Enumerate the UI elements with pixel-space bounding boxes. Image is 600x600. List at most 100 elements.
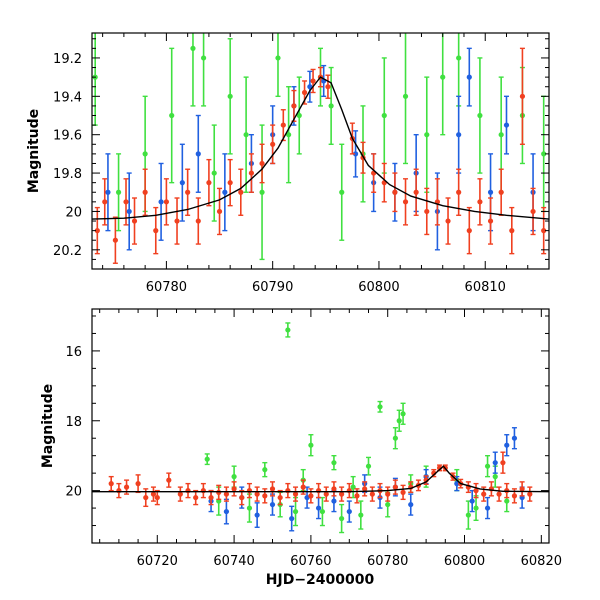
- bottom-marker-2-26: [315, 488, 322, 494]
- top-marker-2-23: [325, 84, 331, 90]
- bottom-y-tick-label-2: 20: [65, 485, 82, 500]
- bottom-marker-2-10: [193, 494, 199, 501]
- bottom-marker-2-1: [116, 488, 122, 494]
- bottom-marker-0-3: [246, 505, 253, 511]
- bottom-x-tick-label-0: 60720: [137, 554, 178, 569]
- top-x-tick-label-0: 60780: [146, 280, 187, 295]
- top-point-2-10: [195, 197, 201, 245]
- top-marker-2-30: [413, 189, 419, 195]
- bottom-point-1-13: [408, 493, 414, 516]
- top-marker-2-10: [195, 218, 201, 224]
- top-marker-2-5: [142, 189, 148, 195]
- bottom-marker-2-2: [123, 484, 130, 490]
- bottom-point-2-25: [308, 488, 314, 504]
- bottom-marker-1-3: [254, 512, 260, 518]
- bottom-point-2-22: [285, 482, 291, 499]
- bottom-marker-1-1: [223, 508, 230, 515]
- top-marker-2-14: [238, 189, 244, 195]
- top-point-2-7: [163, 178, 169, 226]
- bottom-marker-2-27: [323, 491, 329, 497]
- bottom-marker-2-54: [519, 486, 525, 492]
- top-marker-2-34: [456, 189, 462, 195]
- top-point-0-1: [115, 153, 122, 232]
- bottom-panel-frame: [91, 308, 550, 544]
- bottom-point-2-54: [519, 481, 525, 497]
- bottom-marker-0-27: [492, 474, 498, 480]
- top-marker-0-9: [259, 189, 265, 195]
- bottom-point-0-20: [400, 402, 406, 425]
- top-point-2-41: [530, 187, 536, 236]
- top-point-2-31: [424, 187, 430, 236]
- bottom-marker-1-7: [315, 505, 322, 511]
- bottom-marker-1-20: [511, 435, 518, 441]
- bottom-point-1-20: [511, 427, 518, 450]
- bottom-marker-1-15: [454, 481, 460, 487]
- bottom-point-0-12: [339, 503, 345, 534]
- bottom-point-0-18: [392, 427, 398, 450]
- bottom-point-1-19: [504, 434, 510, 457]
- top-marker-2-4: [131, 218, 138, 224]
- bottom-marker-2-11: [200, 488, 206, 494]
- top-x-tick-label-2: 60800: [358, 280, 399, 295]
- top-marker-2-29: [402, 199, 409, 205]
- bottom-marker-2-29: [339, 491, 345, 497]
- bottom-point-2-18: [254, 486, 260, 502]
- bottom-point-1-15: [454, 475, 460, 492]
- bottom-marker-2-28: [331, 486, 337, 492]
- top-point-1-1: [126, 172, 132, 251]
- top-marker-1-18: [487, 189, 494, 195]
- bottom-point-2-53: [511, 488, 518, 504]
- bottom-marker-0-28: [504, 498, 510, 504]
- bottom-marker-2-5: [150, 491, 157, 497]
- top-marker-2-21: [310, 78, 316, 84]
- bottom-marker-0-4: [262, 467, 268, 473]
- top-point-2-32: [434, 178, 441, 226]
- top-marker-2-35: [466, 228, 472, 234]
- bottom-point-0-19: [396, 409, 402, 432]
- top-point-2-19: [291, 89, 297, 122]
- bottom-panel-data-layer: [92, 322, 549, 534]
- bottom-marker-2-36: [392, 484, 398, 490]
- top-point-2-40: [519, 47, 526, 145]
- top-point-2-11: [206, 158, 212, 207]
- bottom-point-2-33: [369, 486, 375, 502]
- top-marker-1-3: [179, 180, 185, 186]
- bottom-marker-2-3: [135, 481, 141, 487]
- bottom-point-2-6: [154, 489, 160, 506]
- bottom-marker-0-2: [231, 474, 237, 480]
- top-marker-2-3: [123, 199, 129, 205]
- bottom-marker-2-55: [527, 491, 533, 497]
- bottom-marker-2-47: [473, 488, 479, 494]
- bottom-x-tick-label-1: 60740: [213, 554, 254, 569]
- top-y-tick-label-5: 20.2: [53, 244, 82, 259]
- top-marker-2-37: [487, 218, 494, 224]
- bottom-marker-0-14: [358, 512, 364, 518]
- bottom-marker-2-4: [143, 494, 149, 501]
- top-marker-2-36: [477, 199, 483, 205]
- top-y-tick-label-0: 19.2: [53, 52, 82, 67]
- bottom-point-2-36: [392, 479, 398, 495]
- top-marker-2-41: [530, 208, 536, 215]
- bottom-marker-2-23: [292, 491, 299, 497]
- bottom-point-2-38: [408, 481, 414, 494]
- top-marker-0-25: [541, 151, 547, 157]
- top-point-0-8: [243, 76, 249, 193]
- bottom-point-0-16: [377, 400, 383, 413]
- bottom-marker-2-0: [108, 481, 114, 487]
- bottom-point-1-7: [315, 496, 322, 520]
- top-marker-2-11: [206, 180, 212, 186]
- bottom-point-1-1: [223, 498, 230, 525]
- bottom-point-2-20: [269, 481, 276, 497]
- bottom-marker-0-12: [339, 515, 345, 522]
- top-marker-2-33: [445, 218, 451, 224]
- bottom-marker-2-30: [346, 488, 352, 494]
- bottom-point-2-51: [500, 451, 506, 474]
- bottom-x-tick-label-5: 60820: [521, 554, 562, 569]
- top-point-2-12: [216, 187, 223, 236]
- bottom-point-2-11: [200, 482, 206, 499]
- top-marker-1-11: [352, 151, 359, 157]
- bottom-marker-2-24: [300, 484, 306, 490]
- bottom-marker-1-18: [492, 460, 498, 466]
- bottom-marker-1-16: [469, 498, 475, 504]
